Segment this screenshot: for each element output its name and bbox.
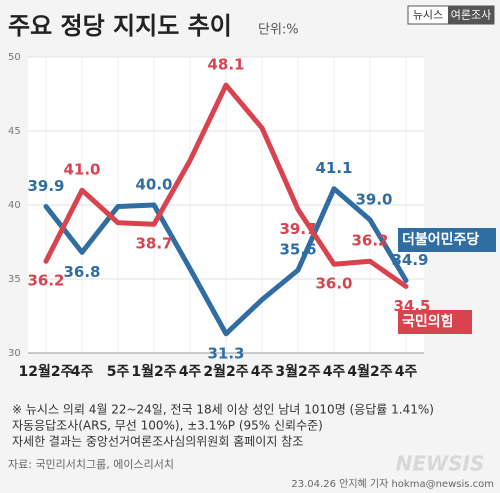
y-tick-label: 40 (8, 200, 21, 211)
value-label: 36.2 (27, 272, 64, 290)
source: 자료: 국민리서치그룹, 에이스리서치 (8, 458, 174, 471)
series-line (43, 186, 409, 337)
note: 자동응답조사(ARS, 무선 100%), ±3.1%P (95% 신뢰수준) (12, 419, 323, 433)
value-label: 39.7 (279, 220, 316, 238)
value-label: 39.9 (27, 177, 64, 195)
y-tick-label: 50 (8, 52, 21, 63)
legend-box (398, 310, 472, 334)
x-tick-label: 3월2주 (275, 363, 320, 380)
value-label: 36.8 (63, 263, 100, 281)
x-tick-label: 5주 (107, 364, 130, 380)
value-label: 35.6 (279, 241, 316, 259)
badge-text: 뉴시스 (413, 9, 443, 22)
badge-text: 여론조사 (451, 9, 491, 22)
chart-subtitle: 단위:% (258, 23, 299, 38)
y-tick-label: 30 (8, 348, 21, 359)
x-tick-label: 4주 (251, 364, 274, 380)
badge-fill (448, 6, 494, 24)
legend-label: 국민의힘 (402, 313, 454, 330)
value-label: 48.1 (207, 56, 244, 74)
value-label: 31.3 (207, 344, 244, 362)
legend-box (398, 228, 496, 252)
value-label: 34.9 (391, 251, 428, 269)
value-label: 39.0 (355, 190, 392, 208)
value-label: 36.0 (315, 275, 352, 293)
y-tick-label: 35 (8, 274, 21, 285)
x-tick-label: 1월2주 (131, 363, 176, 380)
x-tick-label: 2월2주 (203, 363, 248, 380)
series-line (43, 82, 409, 289)
chart-title: 주요 정당 지지도 추이 (8, 12, 232, 40)
x-tick-label: 4주 (71, 364, 94, 380)
x-tick-label: 12월2주 (19, 363, 74, 380)
x-tick-label: 4주 (323, 364, 346, 380)
note: 자세한 결과는 중앙선거여론조사심의위원회 홈페이지 참조 (12, 435, 303, 449)
value-label: 38.7 (135, 235, 172, 253)
watermark: NEWSIS (396, 452, 485, 476)
value-label: 40.0 (135, 176, 172, 194)
x-tick-label: 4주 (395, 364, 418, 380)
credit: 23.04.26 안지혜 기자 hokma@newsis.com (291, 478, 494, 490)
value-label: 41.0 (63, 161, 100, 179)
x-tick-label: 4주 (179, 364, 202, 380)
value-label: 36.2 (351, 232, 388, 250)
legend-label: 더불어민주당 (402, 231, 479, 248)
note: ※ 뉴시스 의뢰 4월 22~24일, 전국 18세 이상 성인 남녀 1010… (12, 403, 434, 417)
x-tick-label: 4월2주 (347, 363, 392, 380)
y-tick-label: 45 (8, 126, 21, 137)
value-label: 41.1 (315, 159, 352, 177)
